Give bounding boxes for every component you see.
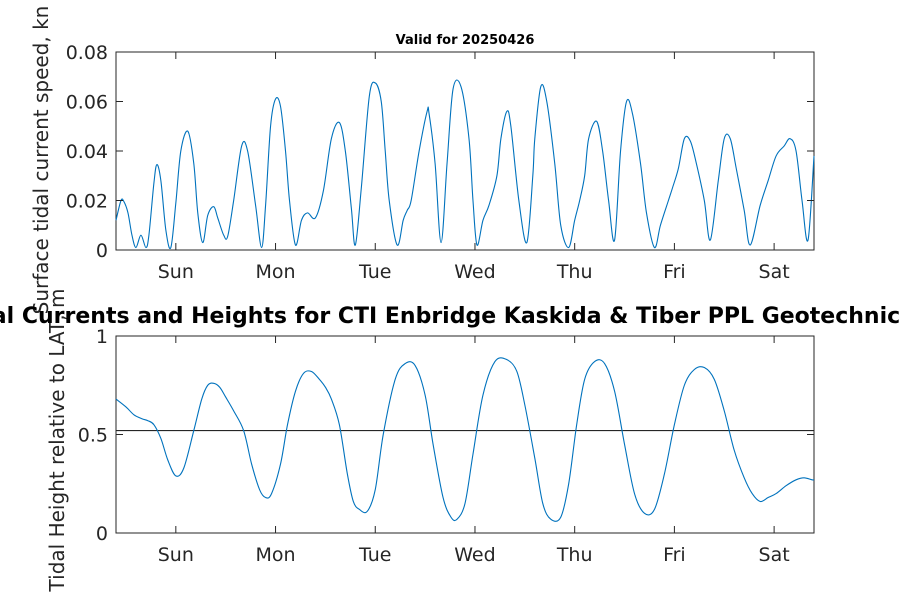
current-speed-xtick-label: Thu [556,261,593,283]
tidal-height-xtick-label: Mon [256,544,296,566]
current-speed-xtick-label: Wed [454,261,495,283]
current-speed-ylabel: Surface tidal current speed, kn [29,6,53,315]
current-speed-ytick-label: 0.06 [66,92,108,114]
tidal-height-ytick-label: 0 [96,523,108,545]
current-speed-series-line-0 [115,79,815,250]
current-speed-ytick-label: 0.02 [66,191,108,213]
current-speed-xtick-label: Sat [759,261,790,283]
tidal-height-title: Tidal Currents and Heights for CTI Enbri… [0,304,900,329]
current-speed-xtick-label: Tue [358,261,391,283]
current-speed-ytick-label: 0 [96,240,108,262]
tidal-height-ylabel: Tidal Height relative to LAT, m [45,289,69,593]
tidal-height-xtick-label: Tue [358,544,391,566]
tidal-height-xtick-label: Sun [158,544,194,566]
tidal-height-xtick-label: Thu [556,544,593,566]
tidal-height-ytick-label: 0.5 [78,425,108,447]
tidal-height-series-line-0 [115,357,815,522]
current-speed-title: Valid for 20250426 [396,33,535,48]
current-speed-ytick-label: 0.04 [66,141,108,163]
current-speed-xtick-label: Fri [663,261,686,283]
tidal-height-plot-area [115,335,815,534]
tidal-height-xtick-label: Fri [663,544,686,566]
current-speed-plot-area [115,51,815,251]
tidal-height-xtick-label: Wed [454,544,495,566]
current-speed-ytick-label: 0.08 [66,42,108,64]
current-speed-xtick-label: Sun [158,261,194,283]
current-speed-panel: Valid for 20250426 Surface tidal current… [29,6,815,315]
current-speed-xtick-label: Mon [256,261,296,283]
tidal-height-panel: Tidal Height relative to LAT, m 0 0.5 1 Sun… [0,289,900,593]
tidal-height-xtick-label: Sat [759,544,790,566]
tidal-height-ytick-label: 1 [96,326,108,348]
